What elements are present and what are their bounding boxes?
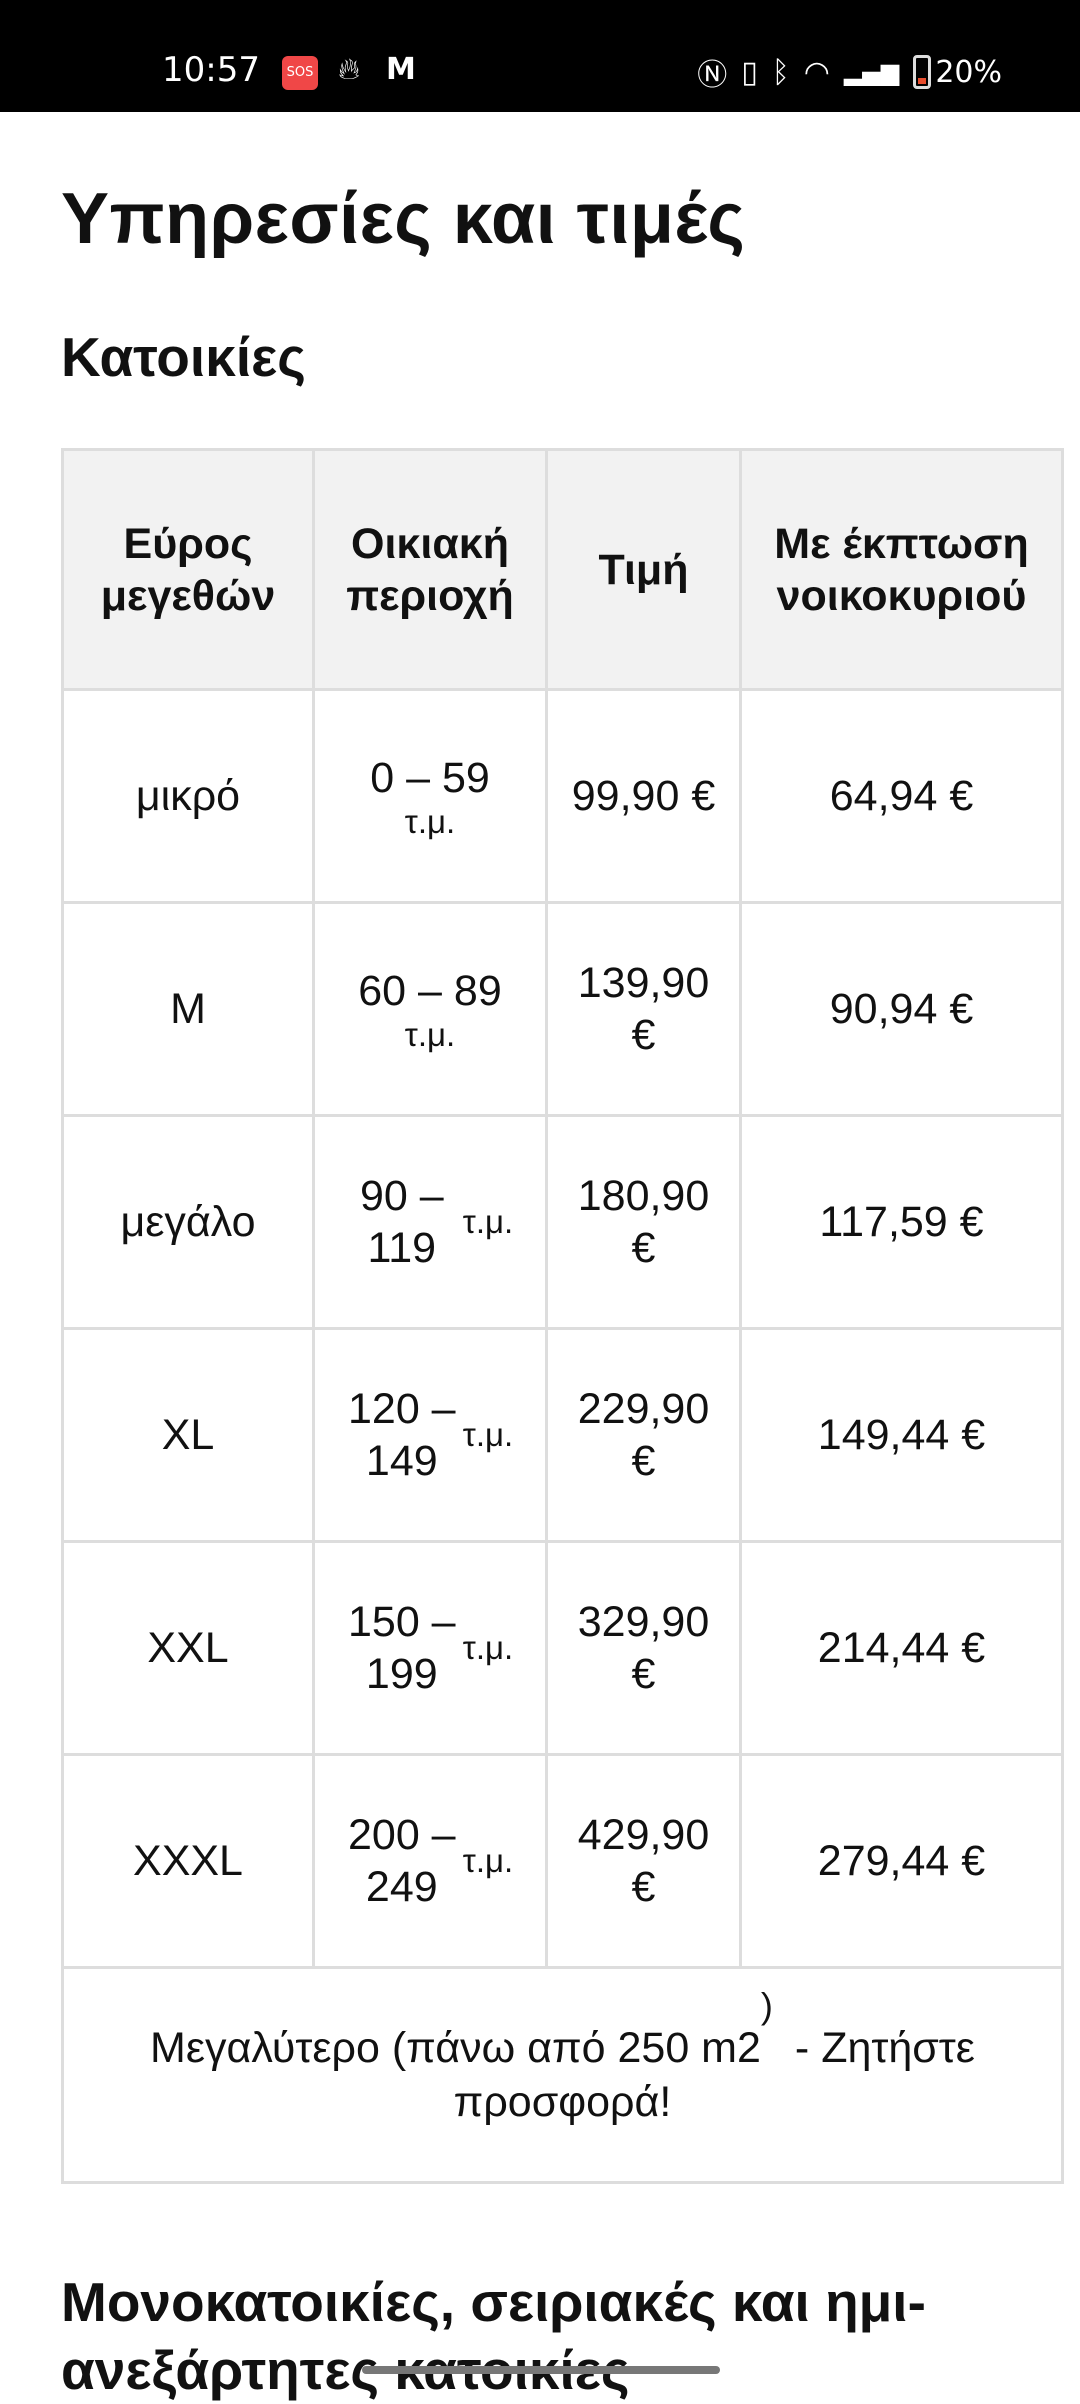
battery-level: 20% [935,54,1002,90]
price-cell: 329,90 € [545,1540,742,1756]
flame-icon: 🔥︎ [338,52,361,87]
area-range: 120 – 149 [347,1385,456,1485]
wifi-icon: ◠ [803,54,830,90]
discount-cell: 64,94 € [739,688,1064,904]
table-row: XXL 150 – 199 τ.μ. 329,90 € 214,44 € [61,1540,1064,1756]
area-unit: τ.μ. [404,1016,456,1053]
size-cell: μεγάλο [61,1114,315,1330]
discount-cell: 90,94 € [739,901,1064,1117]
status-bar: 10:57 SOS 🔥︎ M Ⓝ ▯ ᛒ ◠ ▂▄▆ 20% [0,0,1080,112]
signal-icon: ▂▄▆ [843,58,900,86]
section-heading: Κατοικίες [61,326,306,388]
area-range: 150 – 199 [347,1598,456,1698]
table-footer-row: Μεγαλύτερο (πάνω από 250 m2)- Ζητήστε πρ… [61,1966,1064,2184]
note-request-offer: - Ζητήστε προσφορά! [453,2024,975,2126]
area-cell: 0 – 59 τ.μ. [312,688,548,904]
price-cell: 99,90 € [545,688,742,904]
area-unit: τ.μ. [462,1629,514,1666]
area-unit: τ.μ. [462,1416,514,1453]
table-row: μεγάλο 90 – 119 τ.μ. 180,90 € 117,59 € [61,1114,1064,1330]
area-cell: 150 – 199 τ.μ. [312,1540,548,1756]
area-cell: 90 – 119 τ.μ. [312,1114,548,1330]
home-indicator[interactable] [362,2366,720,2374]
discount-cell: 279,44 € [739,1753,1064,1969]
size-cell: M [61,901,315,1117]
table-header-row: Εύρος μεγεθών Οικιακή περιοχή Τιμή Με έκ… [61,448,1064,691]
table-row: XL 120 – 149 τ.μ. 229,90 € 149,44 € [61,1327,1064,1543]
larger-size-note: Μεγαλύτερο (πάνω από 250 m2)- Ζητήστε πρ… [61,1966,1064,2184]
table-row: M 60 – 89 τ.μ. 139,90 € 90,94 € [61,901,1064,1117]
battery-icon [913,55,932,89]
area-unit: τ.μ. [404,803,456,840]
bluetooth-icon: ᛒ [771,54,790,90]
header-discount: Με έκπτωση νοικοκυριού [739,448,1064,691]
price-cell: 229,90 € [545,1327,742,1543]
price-cell: 180,90 € [545,1114,742,1330]
price-cell: 139,90 € [545,901,742,1117]
nfc-icon: Ⓝ [697,58,728,93]
table-row: μικρό 0 – 59 τ.μ. 99,90 € 64,94 € [61,688,1064,904]
price-cell: 429,90 € [545,1753,742,1969]
header-size: Εύρος μεγεθών [61,448,315,691]
area-range: 200 – 249 [347,1811,456,1911]
table-row: XXXL 200 – 249 τ.μ. 429,90 € 279,44 € [61,1753,1064,1969]
area-range: 60 – 89 [358,967,502,1015]
area-unit: τ.μ. [462,1842,514,1879]
area-range: 90 – 119 [359,1172,444,1272]
discount-cell: 117,59 € [739,1114,1064,1330]
area-unit: τ.μ. [462,1203,514,1240]
area-cell: 60 – 89 τ.μ. [312,901,548,1117]
vibrate-icon: ▯ [741,54,758,90]
header-area: Οικιακή περιοχή [312,448,548,691]
size-cell: XXXL [61,1753,315,1969]
size-cell: XL [61,1327,315,1543]
note-text: Μεγαλύτερο (πάνω από 250 m2 [150,2024,761,2072]
price-table: Εύρος μεγεθών Οικιακή περιοχή Τιμή Με έκ… [61,448,1064,2184]
note-paren: ) [760,1985,773,2026]
size-cell: XXL [61,1540,315,1756]
gmail-icon: M [386,52,416,87]
section-heading: Μονοκατοικίες, σειριακές και ημι-ανεξάρτ… [61,2271,926,2401]
area-cell: 120 – 149 τ.μ. [312,1327,548,1543]
page-title: Υπηρεσίες και τιμές [61,179,746,259]
clock: 10:57 [162,50,260,90]
area-range: 0 – 59 [370,754,490,802]
discount-cell: 214,44 € [739,1540,1064,1756]
header-price: Τιμή [545,448,742,691]
sos-icon: SOS [282,56,318,90]
discount-cell: 149,44 € [739,1327,1064,1543]
size-cell: μικρό [61,688,315,904]
area-cell: 200 – 249 τ.μ. [312,1753,548,1969]
